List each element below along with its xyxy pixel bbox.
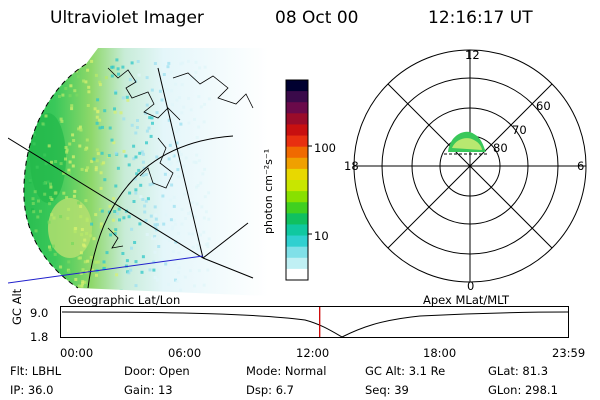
info-door: Door: Open bbox=[124, 364, 190, 378]
altitude-curve bbox=[61, 311, 569, 338]
terminator-line bbox=[8, 255, 204, 284]
geographic-image-panel bbox=[8, 48, 268, 296]
info-dsp: Dsp: 6.7 bbox=[246, 383, 294, 397]
info-seq: Seq: 39 bbox=[365, 383, 409, 397]
info-glon: GLon: 298.1 bbox=[488, 383, 558, 397]
mlat-label-60: 60 bbox=[536, 99, 551, 113]
mlt-label-6: 6 bbox=[577, 159, 585, 173]
info-gc-alt: GC Alt: 3.1 Re bbox=[365, 364, 446, 378]
alt-plot-ylabel: GC Alt bbox=[10, 288, 24, 325]
info-glat: GLat: 81.3 bbox=[488, 364, 549, 378]
colorbar-gradient bbox=[286, 80, 308, 281]
mlt-label-18: 18 bbox=[344, 159, 359, 173]
info-mode: Mode: Normal bbox=[246, 364, 327, 378]
colorbar-tick-10: 10 bbox=[314, 229, 329, 243]
observation-date: 08 Oct 00 bbox=[275, 8, 359, 28]
info-flt: Flt: LBHL bbox=[10, 364, 62, 378]
colorbar: photon cm⁻²s⁻¹ bbox=[262, 79, 312, 281]
mlat-label-70: 70 bbox=[512, 123, 527, 137]
info-ip: IP: 36.0 bbox=[10, 383, 54, 397]
colorbar-unit-label: photon cm⁻²s⁻¹ bbox=[262, 149, 275, 234]
coastlines bbox=[107, 67, 254, 249]
alt-ytick-low: 1.8 bbox=[30, 330, 49, 344]
mlat-label-80: 80 bbox=[493, 141, 508, 155]
alt-xtick-1: 06:00 bbox=[168, 346, 202, 360]
alt-xtick-3: 18:00 bbox=[423, 346, 457, 360]
aurora-image bbox=[23, 48, 268, 296]
altitude-plot-frame bbox=[60, 306, 569, 338]
apex-caption: Apex MLat/MLT bbox=[423, 293, 510, 307]
lat-lon-grid bbox=[8, 67, 254, 289]
instrument-title: Ultraviolet Imager bbox=[50, 8, 204, 28]
mlt-label-12: 12 bbox=[465, 48, 480, 62]
altitude-plot bbox=[60, 306, 569, 338]
mlt-label-0: 0 bbox=[467, 279, 475, 293]
earth-limb-line bbox=[23, 63, 87, 289]
observation-time: 12:16:17 UT bbox=[428, 8, 533, 28]
alt-xtick-0: 00:00 bbox=[60, 346, 94, 360]
geographic-caption: Geographic Lat/Lon bbox=[68, 293, 181, 307]
alt-xtick-4: 23:59 bbox=[552, 346, 586, 360]
info-gain: Gain: 13 bbox=[124, 383, 173, 397]
apex-polar-plot bbox=[353, 49, 587, 283]
alt-xtick-2: 12:00 bbox=[296, 346, 330, 360]
alt-ytick-high: 9.0 bbox=[30, 306, 49, 320]
colorbar-tick-100: 100 bbox=[314, 141, 336, 155]
